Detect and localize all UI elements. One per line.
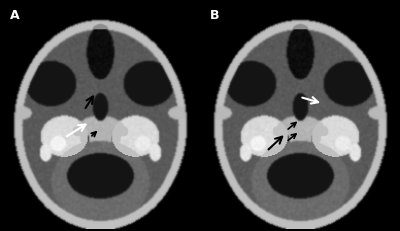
Text: A: A	[10, 9, 20, 22]
Text: B: B	[210, 9, 219, 22]
